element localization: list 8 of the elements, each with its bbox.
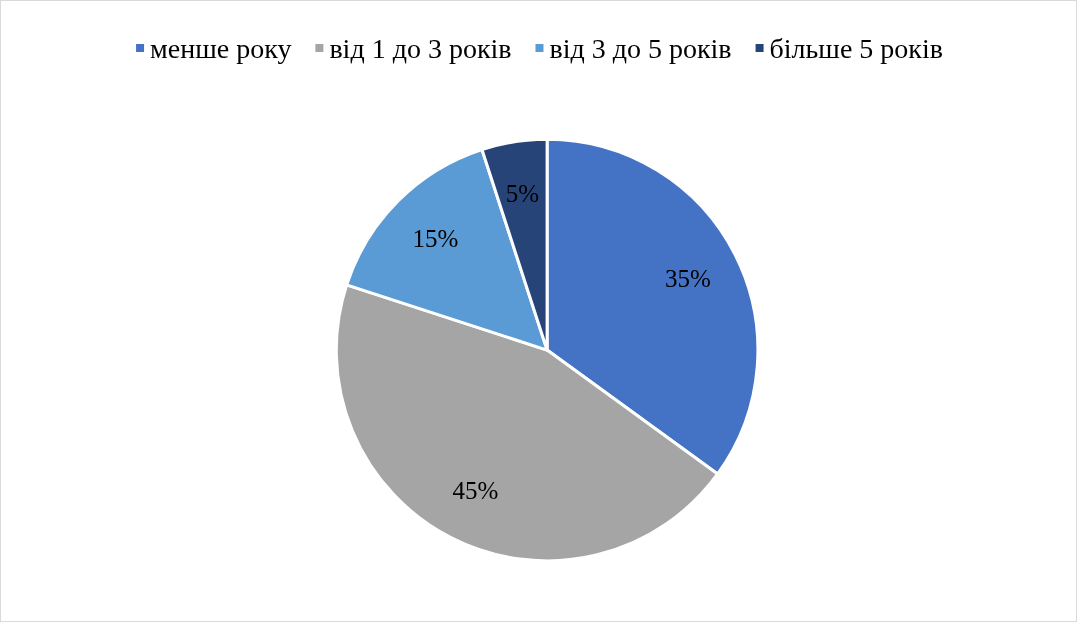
legend-label: від 1 до 3 років: [329, 32, 512, 64]
data-label: 45%: [452, 477, 499, 505]
data-label: 15%: [412, 224, 459, 252]
legend-label: від 3 до 5 років: [549, 32, 732, 64]
data-label: 35%: [665, 264, 711, 292]
data-label: 5%: [505, 180, 540, 208]
legend-label: більше 5 років: [769, 32, 943, 64]
legend-label: менше року: [150, 32, 292, 64]
